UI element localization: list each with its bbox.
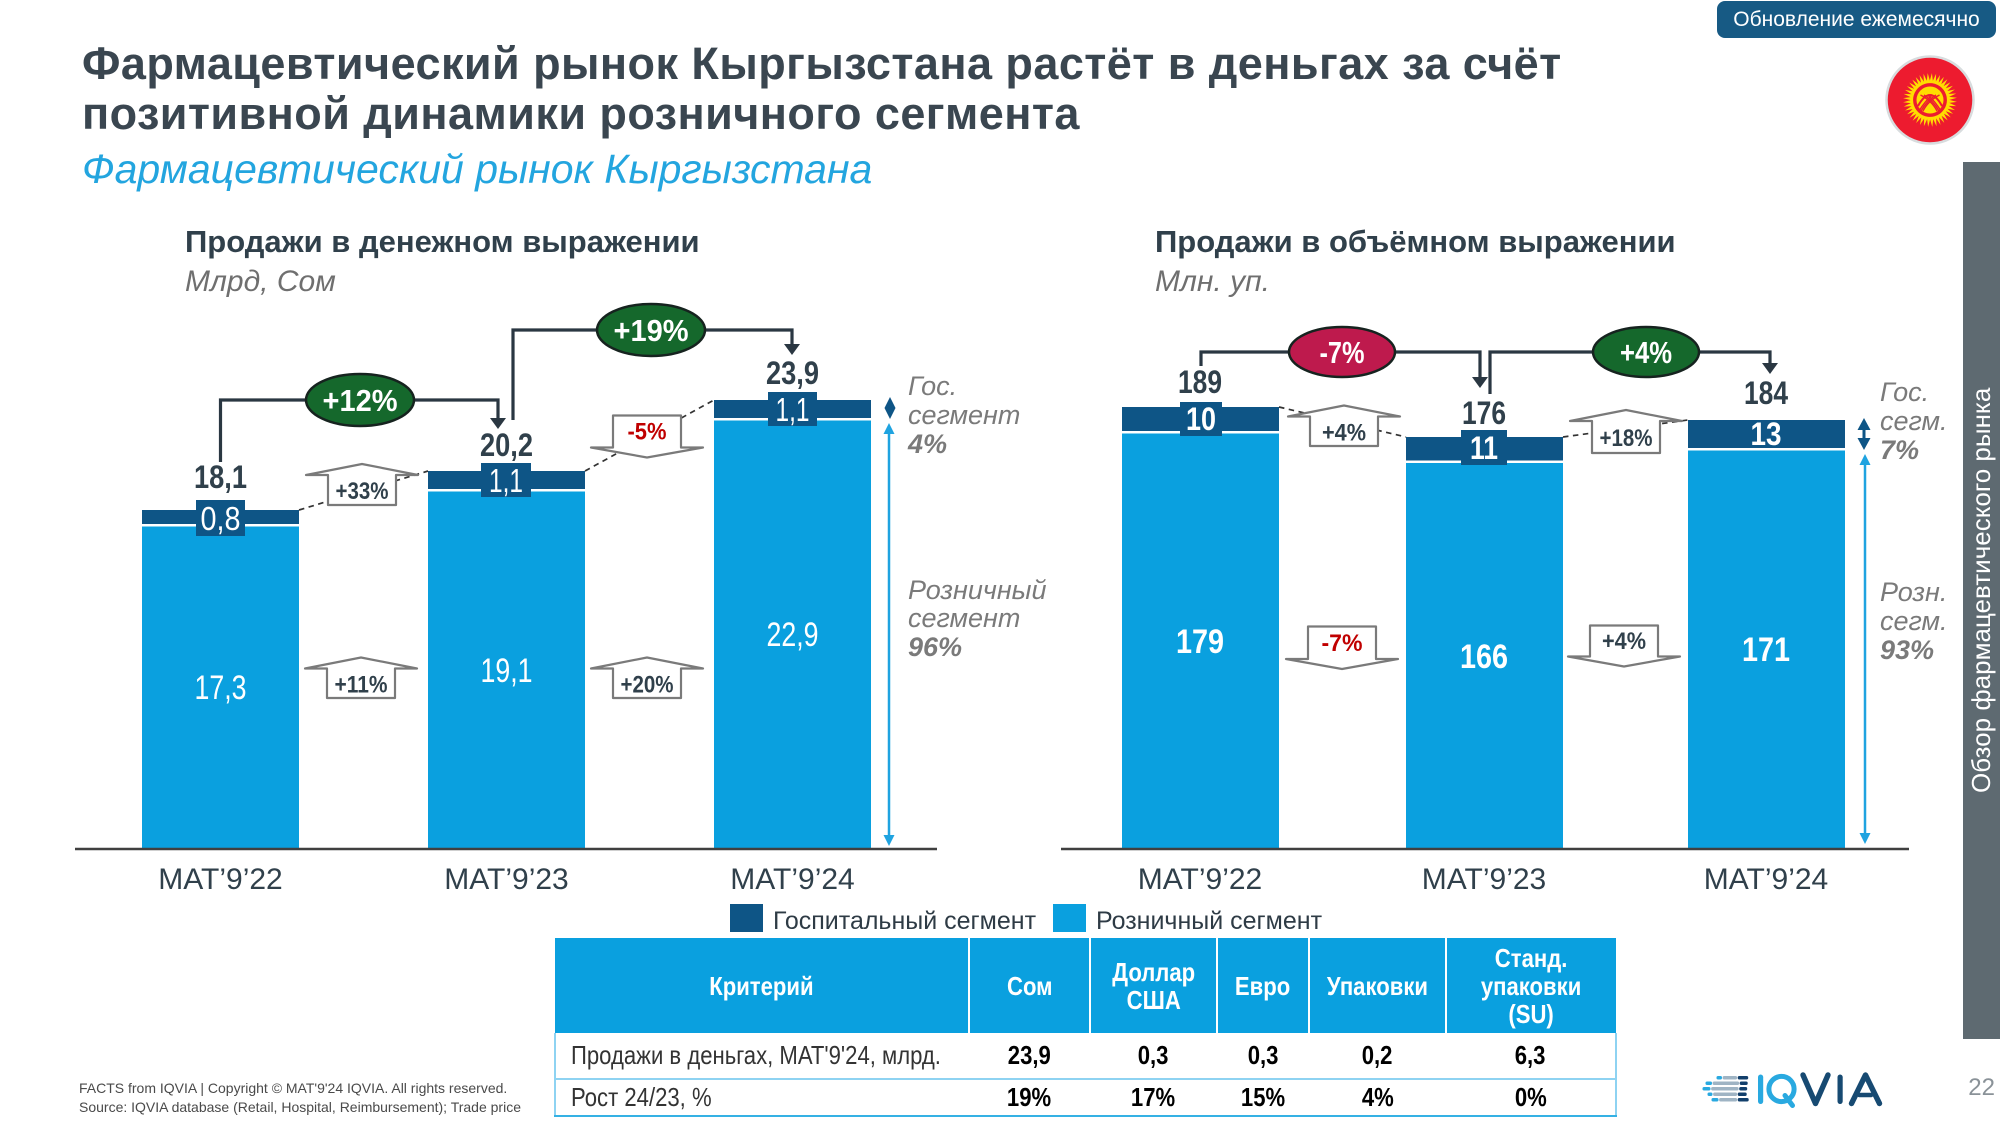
- svg-text:+18%: +18%: [1600, 425, 1653, 452]
- svg-text:+4%: +4%: [1602, 628, 1646, 655]
- svg-text:+20%: +20%: [621, 671, 674, 698]
- svg-text:22,9: 22,9: [767, 616, 819, 654]
- svg-text:-5%: -5%: [628, 419, 667, 446]
- svg-text:MAT’9’24: MAT’9’24: [730, 863, 854, 896]
- svg-text:17,3: 17,3: [195, 669, 247, 707]
- svg-text:4%: 4%: [907, 429, 947, 459]
- svg-text:166: 166: [1460, 638, 1508, 676]
- svg-text:13: 13: [1751, 416, 1782, 452]
- svg-text:MAT’9’23: MAT’9’23: [444, 863, 568, 896]
- svg-text:Розничный: Розничный: [908, 575, 1047, 605]
- svg-text:189: 189: [1178, 364, 1222, 400]
- svg-text:сегм.: сегм.: [1880, 406, 1948, 436]
- svg-text:96%: 96%: [908, 632, 962, 662]
- svg-text:сегмент: сегмент: [908, 603, 1020, 633]
- svg-text:176: 176: [1462, 395, 1506, 431]
- svg-text:+11%: +11%: [335, 671, 388, 698]
- svg-text:+12%: +12%: [323, 383, 398, 418]
- svg-text:93%: 93%: [1880, 635, 1934, 665]
- svg-text:Розн.: Розн.: [1880, 577, 1947, 607]
- svg-text:23,9: 23,9: [766, 355, 819, 391]
- svg-text:Гос.: Гос.: [1880, 377, 1929, 407]
- svg-text:179: 179: [1176, 623, 1224, 661]
- svg-text:+4%: +4%: [1322, 419, 1366, 446]
- svg-text:1,1: 1,1: [776, 391, 810, 428]
- svg-text:10: 10: [1186, 401, 1216, 437]
- svg-text:7%: 7%: [1880, 435, 1919, 465]
- svg-text:184: 184: [1744, 375, 1788, 411]
- svg-text:MAT’9’23: MAT’9’23: [1422, 863, 1546, 896]
- svg-text:сегмент: сегмент: [908, 400, 1020, 430]
- svg-text:+19%: +19%: [614, 313, 689, 348]
- svg-text:-7%: -7%: [1322, 630, 1363, 657]
- svg-text:+33%: +33%: [336, 478, 389, 505]
- svg-text:0,8: 0,8: [201, 500, 241, 537]
- svg-text:+4%: +4%: [1620, 335, 1672, 370]
- svg-text:1,1: 1,1: [489, 462, 523, 499]
- svg-text:11: 11: [1470, 430, 1498, 466]
- svg-text:18,1: 18,1: [194, 459, 247, 495]
- svg-text:MAT’9’22: MAT’9’22: [1138, 863, 1262, 896]
- svg-text:сегм.: сегм.: [1880, 606, 1948, 636]
- svg-text:Гос.: Гос.: [908, 371, 957, 401]
- svg-text:MAT’9’22: MAT’9’22: [158, 863, 282, 896]
- svg-text:-7%: -7%: [1320, 335, 1365, 370]
- svg-text:171: 171: [1742, 631, 1790, 669]
- svg-text:MAT’9’24: MAT’9’24: [1704, 863, 1828, 896]
- svg-text:19,1: 19,1: [481, 652, 533, 690]
- svg-text:20,2: 20,2: [480, 427, 533, 463]
